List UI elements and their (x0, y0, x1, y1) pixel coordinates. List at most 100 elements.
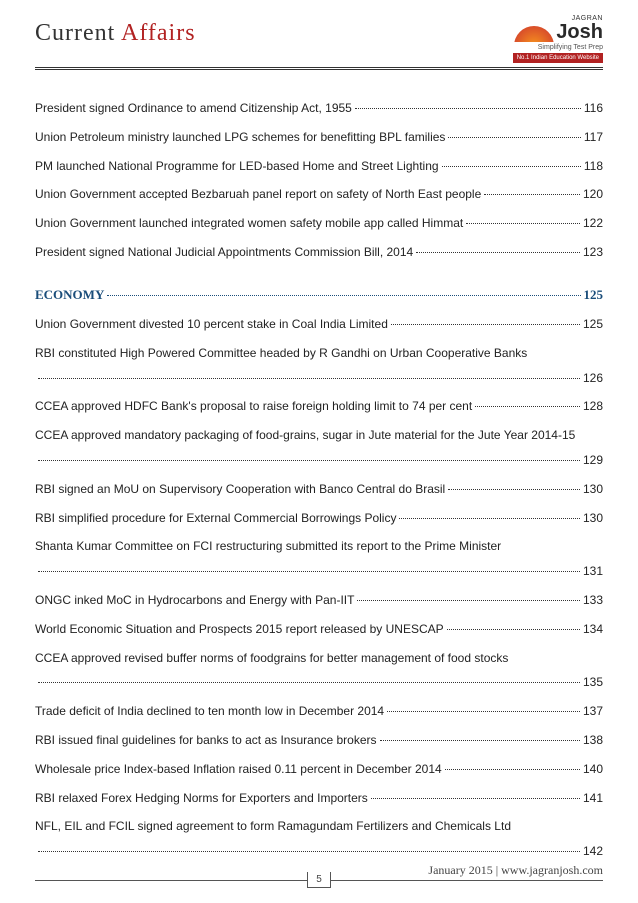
toc-section-heading: ECONOMY125 (35, 286, 603, 304)
sun-icon (514, 26, 554, 42)
page-footer: 5 January 2015 | www.jagranjosh.com (35, 872, 603, 888)
toc-entry-continuation: 129 (35, 452, 603, 469)
toc-page-number: 118 (584, 158, 603, 175)
toc-leader (371, 798, 580, 799)
toc-entry-text: President signed National Judicial Appoi… (35, 244, 413, 261)
toc-leader (38, 571, 580, 572)
toc-entry: Wholesale price Index-based Inflation ra… (35, 761, 603, 778)
toc-entry: RBI constituted High Powered Committee h… (35, 345, 603, 362)
toc-entry: RBI simplified procedure for External Co… (35, 510, 603, 527)
toc-entry: President signed National Judicial Appoi… (35, 244, 603, 261)
toc-entry-text: PM launched National Programme for LED-b… (35, 158, 439, 175)
toc-entry: Union Petroleum ministry launched LPG sc… (35, 129, 603, 146)
toc-entry-continuation: 142 (35, 843, 603, 860)
toc-entry-text: CCEA approved HDFC Bank's proposal to ra… (35, 398, 472, 415)
toc-page-number: 141 (583, 790, 603, 807)
toc-leader (38, 460, 580, 461)
toc-leader (448, 137, 580, 138)
toc-content: President signed Ordinance to amend Citi… (35, 100, 603, 860)
toc-entry-text: Union Petroleum ministry launched LPG sc… (35, 129, 445, 146)
logo-josh-text: Josh (556, 22, 603, 42)
toc-entry: RBI issued final guidelines for banks to… (35, 732, 603, 749)
toc-entry-text: ONGC inked MoC in Hydrocarbons and Energ… (35, 592, 354, 609)
footer-rule-right: January 2015 | www.jagranjosh.com (331, 880, 603, 881)
toc-page-number: 122 (583, 215, 603, 232)
title-word-affairs: Affairs (121, 20, 196, 46)
toc-leader (355, 108, 581, 109)
logo-tagline: Simplifying Test Prep (513, 44, 603, 51)
toc-entry-text: Trade deficit of India declined to ten m… (35, 703, 384, 720)
toc-entry: Union Government launched integrated wom… (35, 215, 603, 232)
toc-entry-continuation: 135 (35, 674, 603, 691)
toc-entry-text: World Economic Situation and Prospects 2… (35, 621, 444, 638)
toc-page-number: 126 (583, 370, 603, 387)
toc-entry-continuation: 131 (35, 563, 603, 580)
toc-entry-text: RBI simplified procedure for External Co… (35, 510, 396, 527)
toc-leader (38, 378, 580, 379)
toc-entry: President signed Ordinance to amend Citi… (35, 100, 603, 117)
toc-page-number: 133 (583, 592, 603, 609)
toc-leader (38, 851, 580, 852)
toc-page-number: 142 (583, 843, 603, 860)
toc-entry-text: President signed Ordinance to amend Citi… (35, 100, 352, 117)
toc-entry: Shanta Kumar Committee on FCI restructur… (35, 538, 603, 555)
toc-leader (448, 489, 580, 490)
title-word-current: Current (35, 20, 121, 46)
footer-rule-left (35, 880, 307, 881)
toc-entry: NFL, EIL and FCIL signed agreement to fo… (35, 818, 603, 835)
footer-info-text: January 2015 | www.jagranjosh.com (428, 863, 603, 878)
toc-entry-text: CCEA approved revised buffer norms of fo… (35, 650, 508, 667)
toc-entry: CCEA approved mandatory packaging of foo… (35, 427, 603, 444)
footer-page-number: 5 (307, 872, 331, 888)
toc-leader (447, 629, 580, 630)
toc-page-number: 125 (583, 316, 603, 333)
toc-leader (399, 518, 580, 519)
toc-entry: CCEA approved HDFC Bank's proposal to ra… (35, 398, 603, 415)
toc-page-number: 140 (583, 761, 603, 778)
toc-leader (484, 194, 580, 195)
toc-leader (357, 600, 580, 601)
toc-page-number: 120 (583, 186, 603, 203)
toc-entry-text: RBI relaxed Forex Hedging Norms for Expo… (35, 790, 368, 807)
toc-leader (107, 295, 580, 296)
toc-page-number: 130 (583, 481, 603, 498)
toc-entry: ONGC inked MoC in Hydrocarbons and Energ… (35, 592, 603, 609)
toc-page-number: 123 (583, 244, 603, 261)
toc-page-number: 134 (583, 621, 603, 638)
toc-leader (380, 740, 580, 741)
logo-bar-text: No.1 Indian Education Website (513, 53, 603, 63)
brand-logo: JAGRAN Josh Simplifying Test Prep No.1 I… (513, 15, 603, 63)
toc-page-number: 128 (583, 398, 603, 415)
toc-page-number: 135 (583, 674, 603, 691)
toc-leader (387, 711, 580, 712)
toc-entry-continuation: 126 (35, 370, 603, 387)
toc-entry-text: ECONOMY (35, 286, 104, 304)
header-divider (35, 67, 603, 70)
toc-page-number: 138 (583, 732, 603, 749)
toc-page-number: 137 (583, 703, 603, 720)
toc-entry-text: RBI issued final guidelines for banks to… (35, 732, 377, 749)
toc-entry-text: Union Government accepted Bezbaruah pane… (35, 186, 481, 203)
toc-entry-text: Wholesale price Index-based Inflation ra… (35, 761, 442, 778)
toc-page-number: 117 (584, 129, 603, 146)
toc-entry-text: Union Government launched integrated wom… (35, 215, 463, 232)
toc-entry: Trade deficit of India declined to ten m… (35, 703, 603, 720)
toc-leader (416, 252, 580, 253)
toc-page-number: 130 (583, 510, 603, 527)
toc-page-number: 116 (584, 100, 603, 117)
toc-entry-text: RBI constituted High Powered Committee h… (35, 345, 527, 362)
toc-entry: Union Government accepted Bezbaruah pane… (35, 186, 603, 203)
toc-leader (38, 682, 580, 683)
toc-entry: PM launched National Programme for LED-b… (35, 158, 603, 175)
toc-entry: Union Government divested 10 percent sta… (35, 316, 603, 333)
page-title: Current Affairs (35, 20, 196, 47)
toc-entry: CCEA approved revised buffer norms of fo… (35, 650, 603, 667)
page-header: Current Affairs JAGRAN Josh Simplifying … (35, 20, 603, 63)
toc-entry: World Economic Situation and Prospects 2… (35, 621, 603, 638)
toc-entry-text: Union Government divested 10 percent sta… (35, 316, 388, 333)
toc-leader (445, 769, 580, 770)
toc-entry-text: CCEA approved mandatory packaging of foo… (35, 427, 575, 444)
toc-page-number: 129 (583, 452, 603, 469)
toc-leader (475, 406, 580, 407)
toc-leader (466, 223, 580, 224)
